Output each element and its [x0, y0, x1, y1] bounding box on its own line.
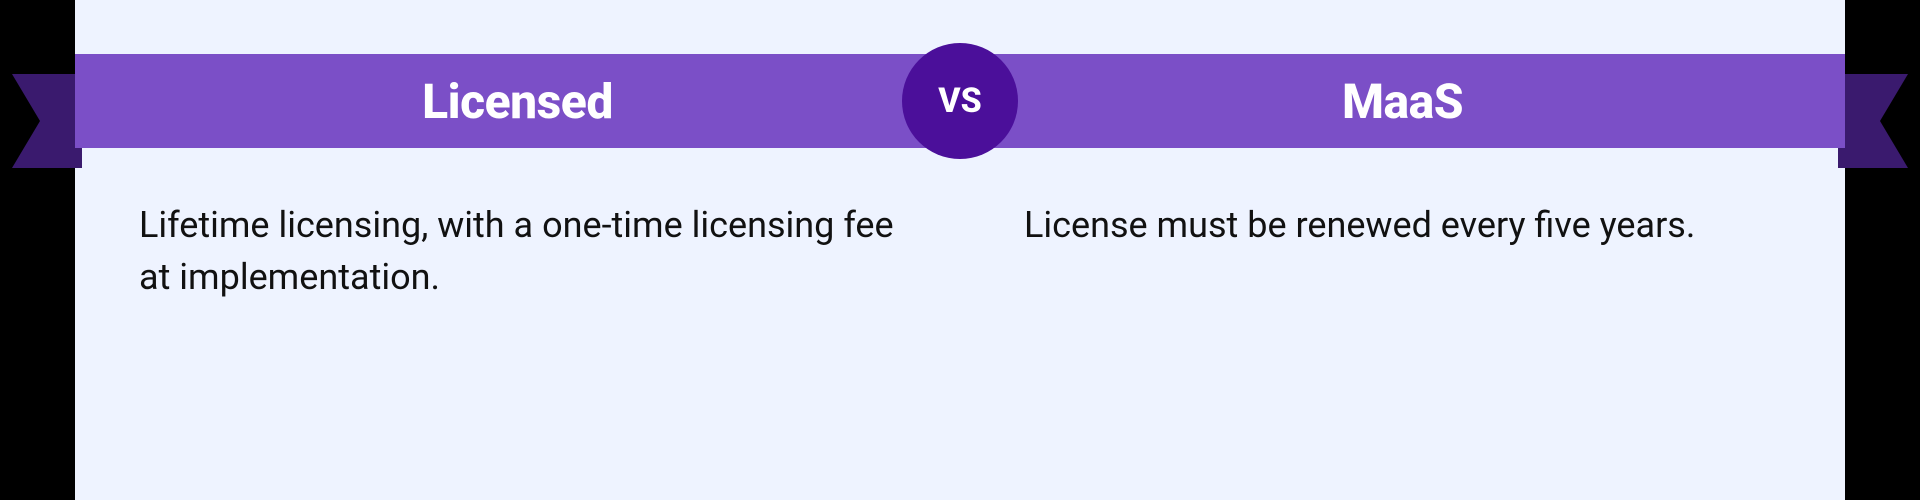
banner-left: Licensed — [75, 73, 960, 130]
vs-label: VS — [938, 81, 981, 121]
ribbon-tail-left — [12, 74, 82, 168]
banner-right: MaaS — [960, 73, 1845, 130]
left-body-col: Lifetime licensing, with a one-time lice… — [75, 175, 960, 303]
left-title: Licensed — [422, 73, 613, 130]
right-body-text: License must be renewed every five years… — [1024, 199, 1781, 251]
right-title: MaaS — [1342, 73, 1463, 130]
right-body-col: License must be renewed every five years… — [960, 175, 1845, 303]
comparison-body: Lifetime licensing, with a one-time lice… — [75, 175, 1845, 303]
comparison-banner: Licensed MaaS VS — [75, 54, 1845, 148]
vs-badge: VS — [902, 43, 1018, 159]
left-body-text: Lifetime licensing, with a one-time lice… — [139, 199, 896, 303]
ribbon-tail-right — [1838, 74, 1908, 168]
